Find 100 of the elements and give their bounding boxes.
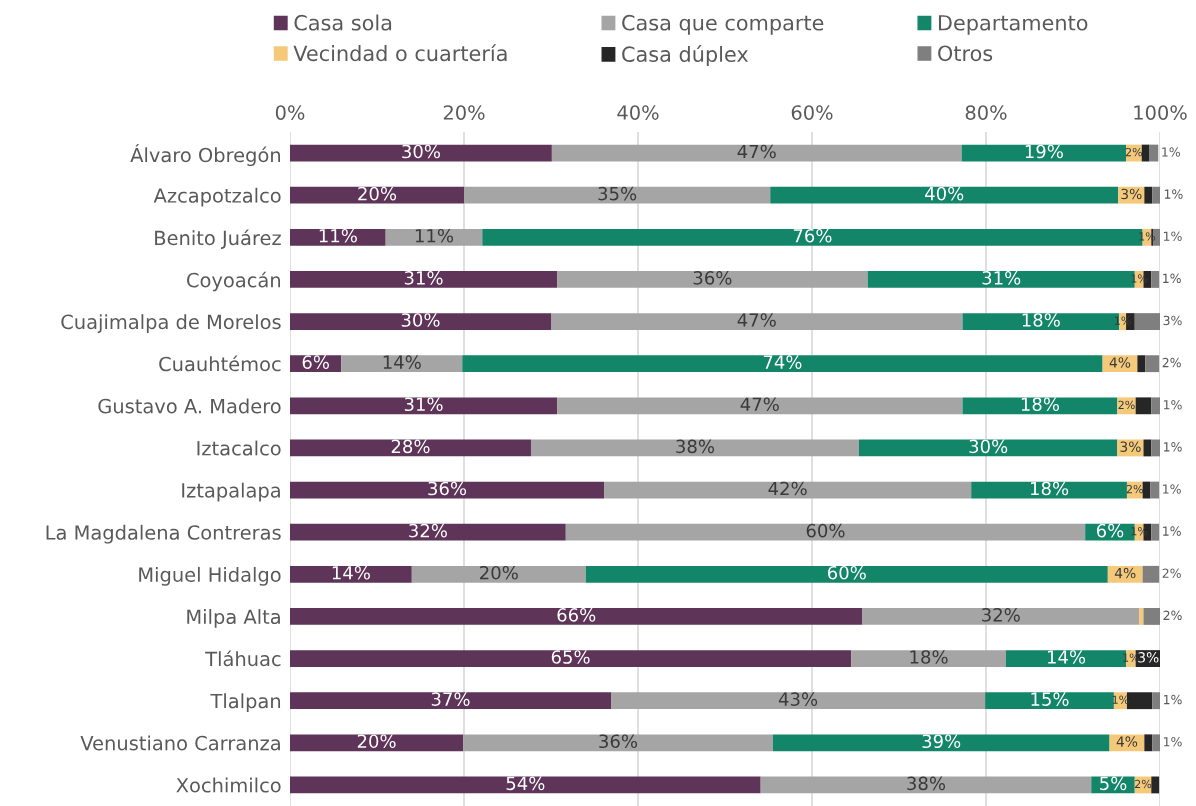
data-label: 30%: [402, 144, 440, 159]
legend-label: Otros: [938, 45, 993, 62]
bar: [585, 565, 1108, 583]
legend-label: Casa que comparte: [622, 14, 824, 35]
x-tick-label: 20%: [443, 105, 485, 120]
x-tick-label: 100%: [1134, 105, 1187, 120]
data-label: 31%: [404, 271, 443, 285]
bar: [464, 186, 771, 204]
bar: [290, 565, 412, 583]
legend-label: Casa sola: [294, 14, 392, 31]
bar: [611, 692, 986, 710]
data-label: 14%: [1047, 650, 1086, 664]
y-tick-label: Iztacalco: [197, 440, 281, 456]
bar: [557, 271, 868, 288]
bar: [1151, 523, 1160, 541]
bar: [1137, 355, 1146, 373]
data-label: 11%: [319, 228, 357, 243]
bar: [1151, 776, 1160, 794]
bar: [1145, 355, 1160, 373]
data-label: 4%: [1109, 357, 1131, 368]
bar: [604, 481, 972, 499]
data-label: 2%: [1118, 400, 1135, 410]
data-label: 14%: [332, 565, 370, 580]
bar: [290, 144, 552, 162]
data-label: 1%: [1164, 189, 1183, 199]
bar: [1152, 692, 1160, 710]
bar: [1135, 397, 1152, 415]
data-label: 47%: [737, 313, 776, 327]
data-label: 1%: [1131, 527, 1148, 536]
data-label: 5%: [1100, 776, 1127, 791]
bar: [760, 776, 1092, 794]
bar: [858, 439, 1118, 457]
bar: [985, 692, 1114, 710]
data-label: 2%: [1162, 568, 1181, 578]
bar: [1144, 186, 1153, 204]
legend-label: Casa dúplex: [622, 45, 749, 67]
data-label: 31%: [404, 397, 443, 412]
data-label: 19%: [1025, 144, 1063, 159]
bar: [1117, 397, 1136, 415]
bar: [530, 439, 859, 457]
data-label: 30%: [401, 313, 440, 327]
bar: [851, 650, 1007, 667]
data-label: 74%: [763, 355, 802, 369]
bar: [290, 271, 558, 288]
y-tick-label: Cuajimalpa de Morelos: [61, 314, 281, 333]
y-tick-label: Milpa Alta: [187, 609, 280, 628]
bar: [862, 608, 1140, 625]
bar: [290, 439, 531, 457]
data-label: 36%: [428, 481, 467, 496]
bar: [341, 355, 463, 373]
bar: [1151, 271, 1160, 288]
bar: [290, 523, 566, 541]
y-tick-label: Tlalpan: [210, 693, 281, 713]
y-tick-label: La Magdalena Contreras: [46, 524, 281, 544]
data-label: 14%: [383, 355, 421, 369]
bar: [1142, 565, 1160, 583]
bar: [290, 228, 386, 246]
bar: [290, 734, 464, 752]
data-label: 35%: [598, 186, 637, 201]
legend-label: Vecindad o cuartería: [293, 44, 507, 62]
data-label: 30%: [969, 439, 1008, 454]
data-label: 11%: [415, 228, 454, 243]
bar: [1141, 144, 1150, 162]
data-label: 4%: [1114, 567, 1136, 579]
bar: [290, 692, 612, 710]
data-label: 1%: [1162, 147, 1181, 157]
bar: [1152, 734, 1160, 752]
data-label: 20%: [357, 734, 396, 749]
bar: [290, 186, 464, 204]
data-label: 36%: [599, 734, 638, 749]
data-label: 39%: [922, 734, 961, 749]
data-label: 1%: [1163, 231, 1182, 241]
bar: [290, 776, 761, 794]
data-label: 60%: [806, 523, 845, 538]
bar: [290, 397, 558, 415]
bar: [565, 523, 1086, 541]
y-tick-label: Tláhuac: [205, 650, 281, 667]
data-label: 1%: [1163, 526, 1181, 536]
data-label: 32%: [409, 523, 447, 538]
bar: [1150, 481, 1160, 499]
data-label: 15%: [1031, 692, 1069, 706]
bar: [462, 355, 1103, 373]
bar: [411, 565, 586, 583]
data-label: 31%: [982, 271, 1021, 285]
data-label: 37%: [431, 692, 470, 706]
data-label: 2%: [1163, 610, 1182, 621]
data-label: 3%: [1120, 441, 1141, 452]
x-tick-label: 80%: [965, 105, 1007, 120]
bar: [1139, 608, 1144, 625]
data-label: 76%: [793, 228, 832, 243]
data-label: 1%: [1163, 694, 1182, 705]
data-label: 2%: [1125, 147, 1143, 157]
bar: [290, 313, 551, 330]
data-label: 20%: [358, 186, 397, 201]
bar: [1143, 608, 1160, 625]
data-label: 1%: [1131, 274, 1148, 283]
y-tick-label: Cuauhtémoc: [159, 355, 281, 372]
data-label: 36%: [693, 271, 732, 285]
y-tick-label: Xochimilco: [176, 777, 281, 793]
y-tick-label: Benito Juárez: [155, 229, 281, 249]
